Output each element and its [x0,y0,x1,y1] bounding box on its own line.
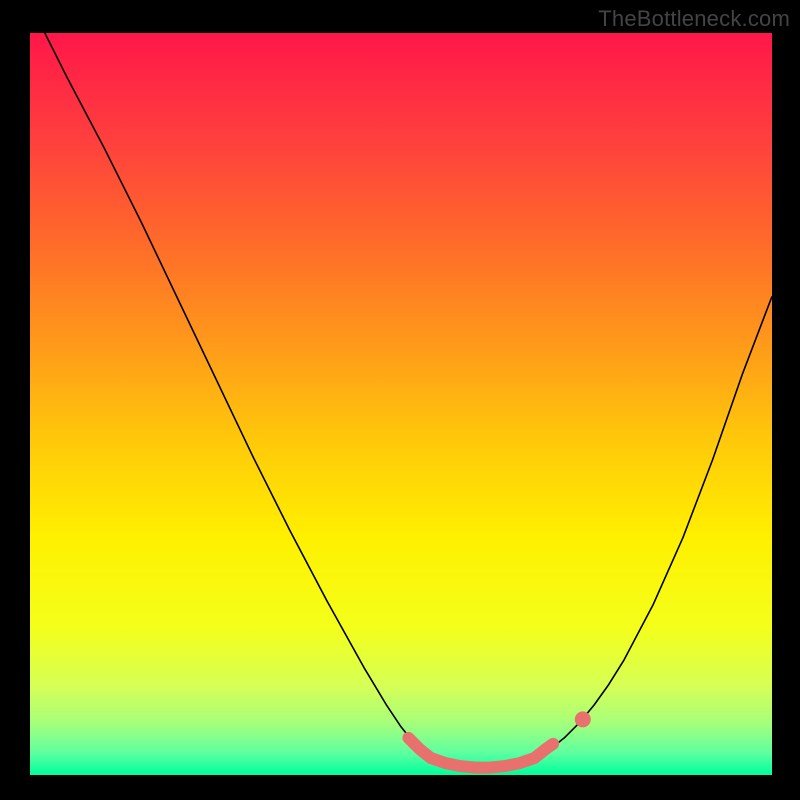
chart-container: TheBottleneck.com [0,0,800,800]
optimal-point-marker [575,711,591,727]
watermark-text: TheBottleneck.com [598,6,790,32]
bottleneck-curve [45,33,772,771]
optimal-range-marker [408,738,553,768]
plot-area [30,33,772,775]
curve-layer [30,33,772,775]
